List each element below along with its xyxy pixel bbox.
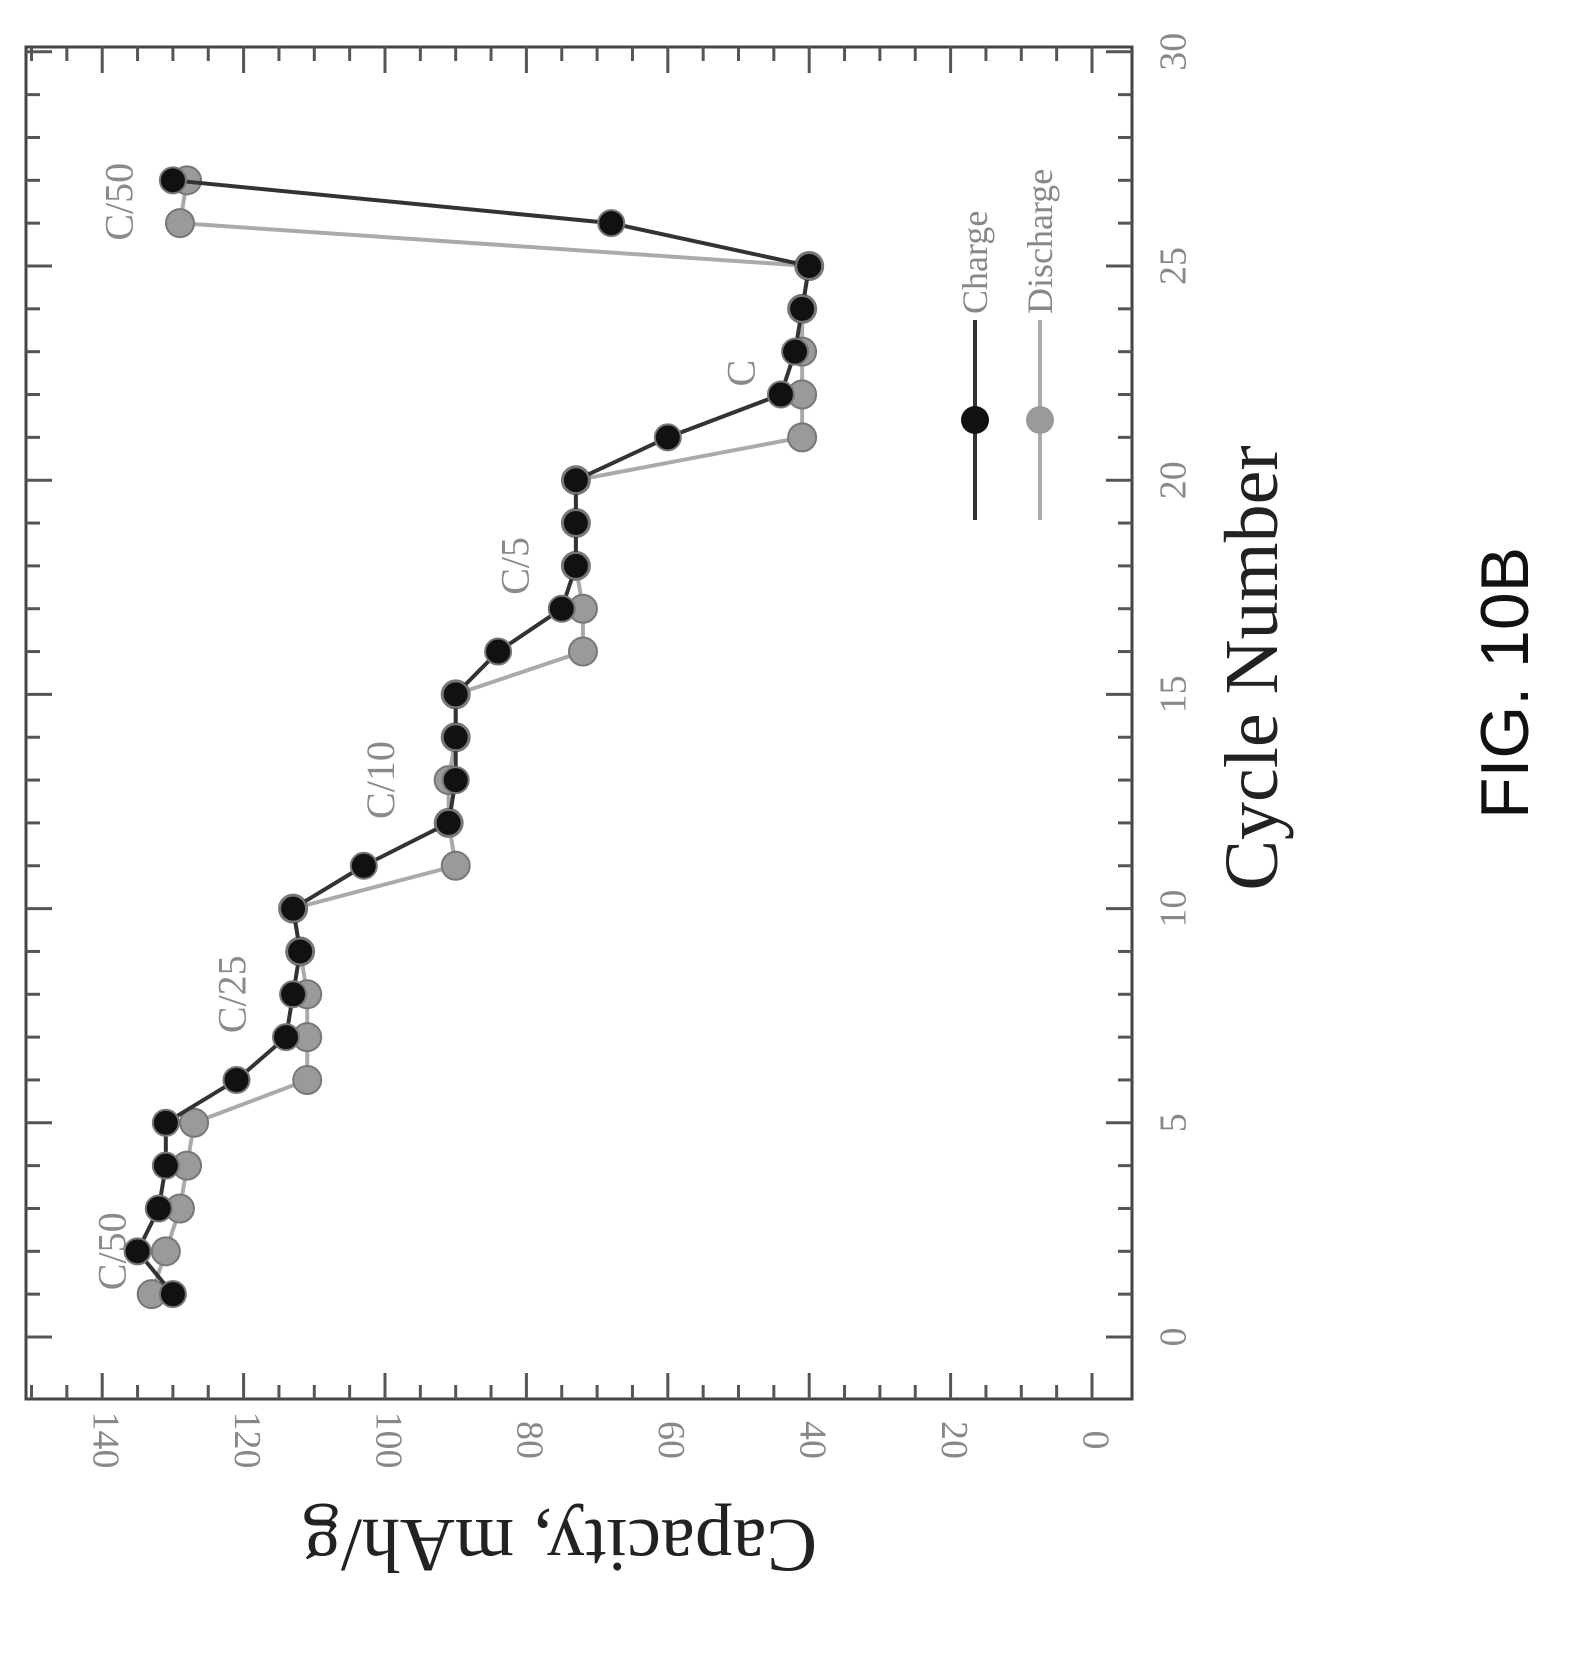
data-point-charge (158, 1280, 187, 1309)
data-point-charge (441, 723, 470, 752)
x-tick-labels: 0 5 10 15 20 25 30 (1153, 33, 1195, 1347)
data-point-charge (222, 1065, 251, 1094)
rate-annotation: C/5 (493, 537, 538, 595)
data-point-charge (286, 937, 315, 966)
plot-frame (24, 45, 1134, 1401)
data-point-discharge (179, 1107, 210, 1138)
series-line-discharge (149, 179, 812, 1295)
legend-discharge-marker (1026, 406, 1054, 434)
series-discharge (136, 165, 825, 1310)
series-charge (123, 166, 824, 1309)
x-tick-label: 25 (1153, 247, 1195, 285)
data-point-discharge (440, 850, 471, 881)
data-point-charge (151, 1151, 180, 1180)
y-tick-label: 100 (367, 1412, 409, 1469)
data-point-discharge (787, 422, 818, 453)
data-point-charge (597, 209, 626, 238)
y-tick-label: 20 (933, 1421, 975, 1459)
rate-annotation: C/25 (210, 955, 255, 1033)
data-point-charge (653, 423, 682, 452)
x-axis-title: Cycle Number (1210, 445, 1294, 890)
data-point-charge (279, 894, 308, 923)
y-tick-label: 0 (1074, 1431, 1116, 1450)
data-point-charge (272, 1023, 301, 1052)
data-point-charge (561, 551, 590, 580)
x-tick-label: 10 (1153, 890, 1195, 928)
legend-discharge-label: Discharge (1020, 169, 1060, 314)
data-point-charge (766, 380, 795, 409)
data-point-discharge (164, 208, 195, 239)
tick-marks (26, 47, 1132, 1399)
data-point-discharge (567, 636, 598, 667)
y-tick-labels: 0 20 40 60 80 100 120 140 (84, 1412, 1116, 1469)
rate-annotation: C/50 (90, 1212, 135, 1290)
data-point-charge (434, 808, 463, 837)
data-point-charge (441, 680, 470, 709)
data-point-charge (561, 466, 590, 495)
y-tick-label: 140 (84, 1412, 126, 1469)
x-tick-label: 20 (1153, 461, 1195, 499)
data-point-charge (795, 252, 824, 280)
figure-label: FIG. 10B (1467, 547, 1543, 819)
legend-charge-marker (961, 406, 989, 434)
data-point-charge (788, 294, 817, 323)
data-point-charge (123, 1237, 152, 1266)
data-point-charge (561, 509, 590, 538)
rate-annotation: C/50 (97, 163, 142, 241)
x-tick-label: 0 (1153, 1328, 1195, 1347)
y-tick-label: 40 (791, 1421, 833, 1459)
y-tick-label: 120 (226, 1412, 268, 1469)
data-point-charge (279, 980, 308, 1009)
data-point-discharge (292, 1064, 323, 1095)
x-tick-label: 15 (1153, 675, 1195, 713)
rate-annotations: C/50 C/25 C/10 C/5 C C/50 (90, 163, 764, 1290)
legend-charge-label: Charge (955, 211, 995, 314)
data-point-charge (144, 1194, 173, 1223)
data-point-charge (151, 1108, 180, 1137)
x-tick-label: 30 (1153, 33, 1195, 71)
y-tick-label: 80 (509, 1421, 551, 1459)
data-point-charge (781, 337, 810, 366)
x-tick-label: 5 (1153, 1113, 1195, 1132)
data-point-charge (441, 766, 470, 795)
data-point-discharge (150, 1236, 181, 1267)
y-tick-label: 60 (650, 1421, 692, 1459)
series-line-charge (135, 178, 812, 1296)
data-point-charge (158, 166, 187, 195)
y-axis-title: Capacity, mAh/g (303, 1503, 817, 1587)
rate-annotation: C/10 (358, 741, 403, 819)
rate-annotation: C (719, 360, 764, 387)
legend: Charge Discharge (955, 169, 1060, 520)
data-point-charge (547, 594, 576, 623)
data-point-charge (349, 851, 378, 880)
data-point-charge (484, 637, 513, 666)
